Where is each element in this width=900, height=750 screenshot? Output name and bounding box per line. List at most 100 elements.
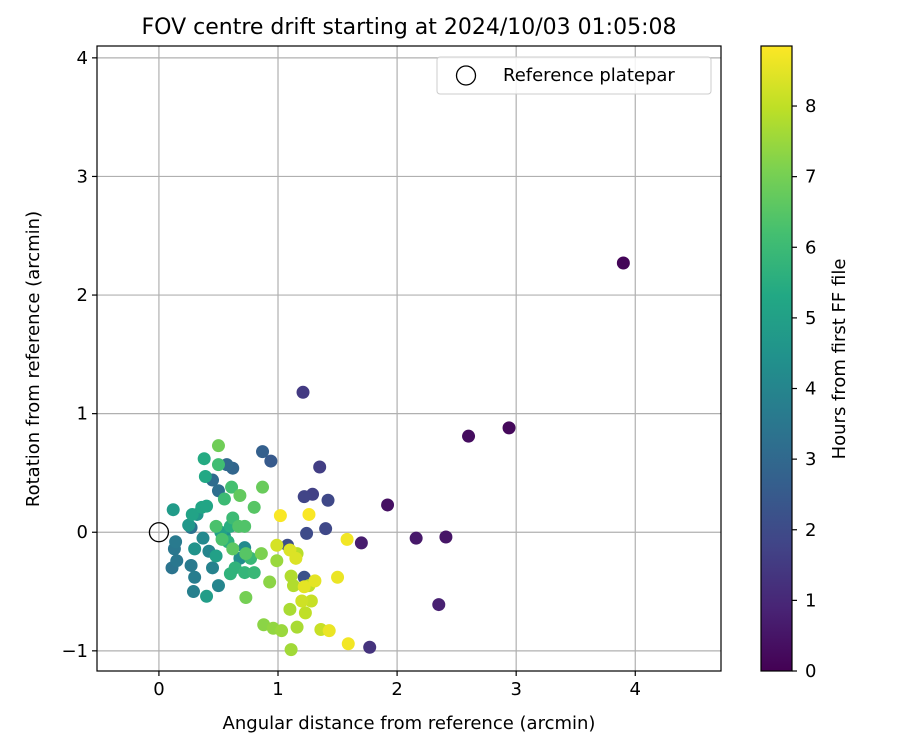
scatter-point — [182, 518, 196, 532]
scatter-point — [169, 535, 183, 549]
scatter-point — [197, 452, 211, 466]
scatter-point — [409, 531, 423, 545]
scatter-point — [264, 454, 278, 468]
scatter-point — [298, 606, 312, 620]
scatter-point — [188, 542, 202, 556]
scatter-point — [270, 538, 284, 552]
scatter-point — [239, 547, 253, 561]
scatter-point — [186, 585, 200, 599]
scatter-point — [270, 554, 284, 568]
scatter-point — [439, 530, 453, 544]
x-tick-label: 4 — [630, 679, 641, 700]
scatter-point — [297, 580, 311, 594]
scatter-point — [166, 503, 180, 517]
y-tick-label: 1 — [77, 404, 88, 425]
x-tick-label: 2 — [391, 679, 402, 700]
y-axis-label: Rotation from reference (arcmin) — [23, 211, 44, 507]
colorbar-tick-label: 8 — [805, 96, 816, 117]
scatter-point — [211, 458, 225, 472]
scatter-point — [502, 421, 516, 435]
scatter-point — [296, 385, 310, 399]
scatter-point — [462, 429, 476, 443]
y-tick-label: 2 — [77, 285, 88, 306]
scatter-point — [198, 470, 212, 484]
y-axis-ticks: −1 0 1 2 3 4 — [61, 48, 97, 662]
scatter-point — [184, 558, 198, 572]
scatter-point — [331, 570, 345, 584]
scatter-point — [209, 519, 223, 533]
scatter-point — [275, 624, 289, 638]
scatter-point — [200, 589, 214, 603]
colorbar-gradient — [760, 45, 793, 672]
scatter-point — [256, 445, 270, 459]
colorbar-label: Hours from first FF file — [829, 259, 850, 460]
scatter-point — [233, 488, 247, 502]
colorbar-tick-label: 3 — [805, 449, 816, 470]
scatter-point — [209, 549, 223, 563]
plot-area: 0 1 2 3 4 −1 0 1 2 3 4 Reference platepar — [61, 45, 722, 700]
scatter-point — [188, 570, 202, 584]
scatter-point — [304, 594, 318, 608]
y-tick-label: 0 — [77, 522, 88, 543]
x-tick-label: 3 — [510, 679, 521, 700]
scatter-point — [254, 547, 268, 561]
x-tick-label: 1 — [272, 679, 283, 700]
y-tick-label: −1 — [61, 641, 88, 662]
scatter-point — [363, 640, 377, 654]
y-tick-label: 4 — [77, 48, 88, 69]
scatter-point — [238, 519, 252, 533]
scatter-point — [200, 499, 214, 513]
scatter-point — [321, 493, 335, 507]
scatter-point — [290, 620, 304, 634]
scatter-point — [211, 439, 225, 453]
legend-marker-icon — [455, 65, 477, 86]
scatter-point — [238, 566, 252, 580]
colorbar-tick-label: 4 — [805, 379, 816, 400]
scatter-point — [170, 554, 184, 568]
scatter-point — [354, 536, 368, 550]
colorbar-tick-label: 1 — [805, 590, 816, 611]
scatter-point — [196, 531, 210, 545]
scatter-point — [215, 532, 229, 546]
colorbar-tick-label: 5 — [805, 308, 816, 329]
colorbar-tick-label: 0 — [805, 661, 816, 682]
chart-title: FOV centre drift starting at 2024/10/03 … — [142, 15, 677, 40]
scatter-point — [226, 542, 240, 556]
plot-frame — [96, 45, 722, 672]
scatter-point — [239, 590, 253, 604]
colorbar-tick-label: 7 — [805, 167, 816, 188]
scatter-point — [297, 490, 311, 504]
scatter-point — [273, 509, 287, 523]
scatter-point — [322, 624, 336, 638]
scatter-point — [300, 526, 314, 540]
scatter-point — [432, 598, 446, 612]
colorbar: 0 1 2 3 4 5 6 7 8 Hours from first FF file — [760, 45, 850, 682]
scatter-point — [295, 594, 309, 608]
plot-background — [97, 46, 721, 671]
data-points — [165, 256, 630, 657]
scatter-point — [341, 637, 355, 651]
scatter-point — [284, 643, 298, 657]
colorbar-tick-label: 2 — [805, 520, 816, 541]
reference-platepar-marker — [148, 522, 170, 543]
scatter-point — [616, 256, 630, 270]
x-tick-label: 0 — [153, 679, 164, 700]
scatter-point — [217, 492, 231, 506]
scatter-point — [319, 522, 333, 536]
scatter-point — [256, 480, 270, 494]
scatter-point — [185, 507, 199, 521]
legend: Reference platepar — [436, 56, 712, 95]
y-tick-label: 3 — [77, 166, 88, 187]
scatter-point — [247, 566, 261, 580]
x-axis-ticks: 0 1 2 3 4 — [153, 671, 641, 700]
scatter-point — [340, 532, 354, 546]
colorbar-ticks: 0 1 2 3 4 5 6 7 8 — [792, 96, 816, 682]
scatter-point — [263, 575, 277, 589]
scatter-point — [283, 602, 297, 616]
scatter-point — [225, 480, 239, 494]
scatter-point — [381, 498, 395, 512]
legend-label: Reference platepar — [503, 65, 675, 86]
colorbar-tick-label: 6 — [805, 237, 816, 258]
scatter-point — [302, 507, 316, 521]
